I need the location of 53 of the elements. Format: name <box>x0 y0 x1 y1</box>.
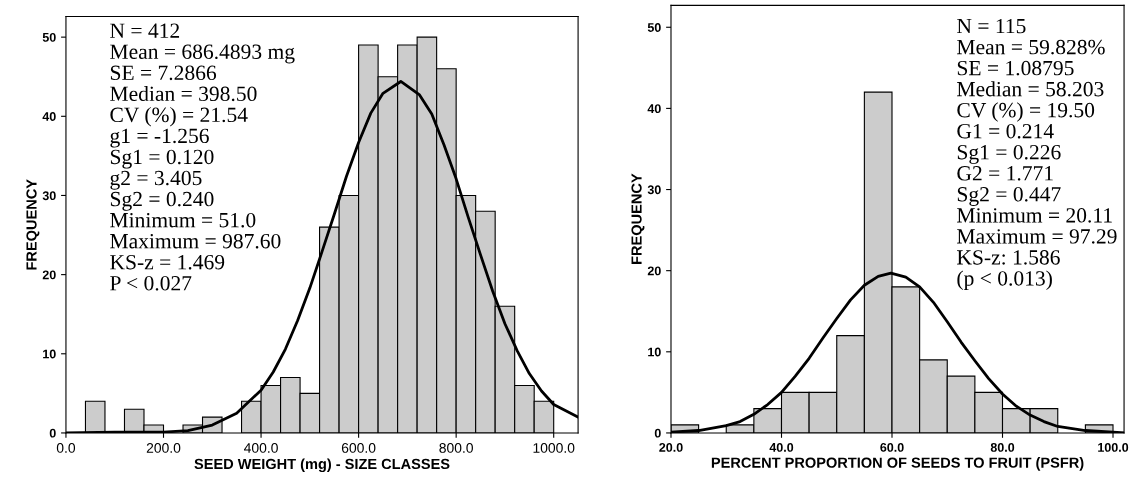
y-tick-label: 30 <box>647 185 661 195</box>
x-tick-label: 1000.0 <box>533 443 575 453</box>
x-tick-label: 800.0 <box>439 443 473 453</box>
x-tick-label: 60.0 <box>880 443 904 452</box>
y-tick-label: 30 <box>42 191 56 201</box>
y-tick-label: 10 <box>43 349 56 359</box>
annotation: SE = 7.2866 <box>110 65 217 81</box>
x-tick-label: 40.0 <box>769 443 794 452</box>
y-tick-label: 50 <box>42 32 56 42</box>
y-axis-title: FREQUENCY <box>631 173 645 264</box>
x-tick-label: 20.0 <box>659 443 683 452</box>
annotation: G1 = 0.214 <box>957 123 1054 139</box>
annotation: SE = 1.08795 <box>957 60 1074 76</box>
annotation: Sg2 = 0.240 <box>110 191 214 211</box>
y-tick-label: 20 <box>42 270 56 280</box>
y-tick-label: 0 <box>654 428 661 438</box>
annotation: Median = 58.203 <box>957 81 1104 97</box>
annotation: Mean = 59.828% <box>957 39 1105 55</box>
annotation: g2 = 3.405 <box>110 170 202 190</box>
x-tick-label: 0.0 <box>56 443 76 453</box>
y-tick-label: 20 <box>647 266 661 276</box>
annotation: (p < 0.013) <box>957 270 1052 291</box>
x-tick-label: 100.0 <box>1098 443 1129 452</box>
y-tick-label: 40 <box>647 104 661 114</box>
annotation: Maximum = 987.60 <box>110 233 281 249</box>
x-axis-title: SEED WEIGHT (mg) - SIZE CLASSES <box>194 458 450 473</box>
annotation: N = 412 <box>110 23 180 38</box>
annotation: KS-z: 1.586 <box>957 250 1060 265</box>
annotation: Minimum = 20.11 <box>957 208 1112 223</box>
y-tick-label: 10 <box>648 347 661 357</box>
annotation: Minimum = 51.0 <box>110 212 256 228</box>
annotation: Sg1 = 0.120 <box>110 149 214 169</box>
x-tick-label: 600.0 <box>341 443 376 453</box>
annotation: Median = 398.50 <box>110 85 257 102</box>
annotation: CV (%) = 21.54 <box>110 106 248 127</box>
annotation: CV (%) = 19.50 <box>957 102 1095 122</box>
annotation: G2 = 1.771 <box>957 166 1053 181</box>
annotation: KS-z = 1.469 <box>110 254 225 270</box>
x-tick-label: 80.0 <box>990 443 1015 452</box>
annotation: Sg1 = 0.226 <box>957 144 1061 164</box>
y-tick-label: 50 <box>647 23 661 32</box>
annotation: g1 = -1.256 <box>110 128 209 148</box>
annotation: N = 115 <box>957 18 1026 34</box>
annotation: Mean = 686.4893 mg <box>110 44 295 64</box>
y-tick-label: 0 <box>49 428 56 438</box>
annotation: P < 0.027 <box>110 275 192 291</box>
y-axis-title: FREQUENCY <box>26 179 40 270</box>
x-axis-title: PERCENT PROPORTION OF SEEDS TO FRUIT (PSFR) <box>711 457 1084 471</box>
y-tick-label: 40 <box>42 112 56 121</box>
x-tick-label: 400.0 <box>243 443 278 453</box>
annotation: Sg2 = 0.447 <box>957 187 1061 206</box>
annotation: Maximum = 97.29 <box>957 229 1117 244</box>
x-tick-label: 200.0 <box>146 443 181 453</box>
